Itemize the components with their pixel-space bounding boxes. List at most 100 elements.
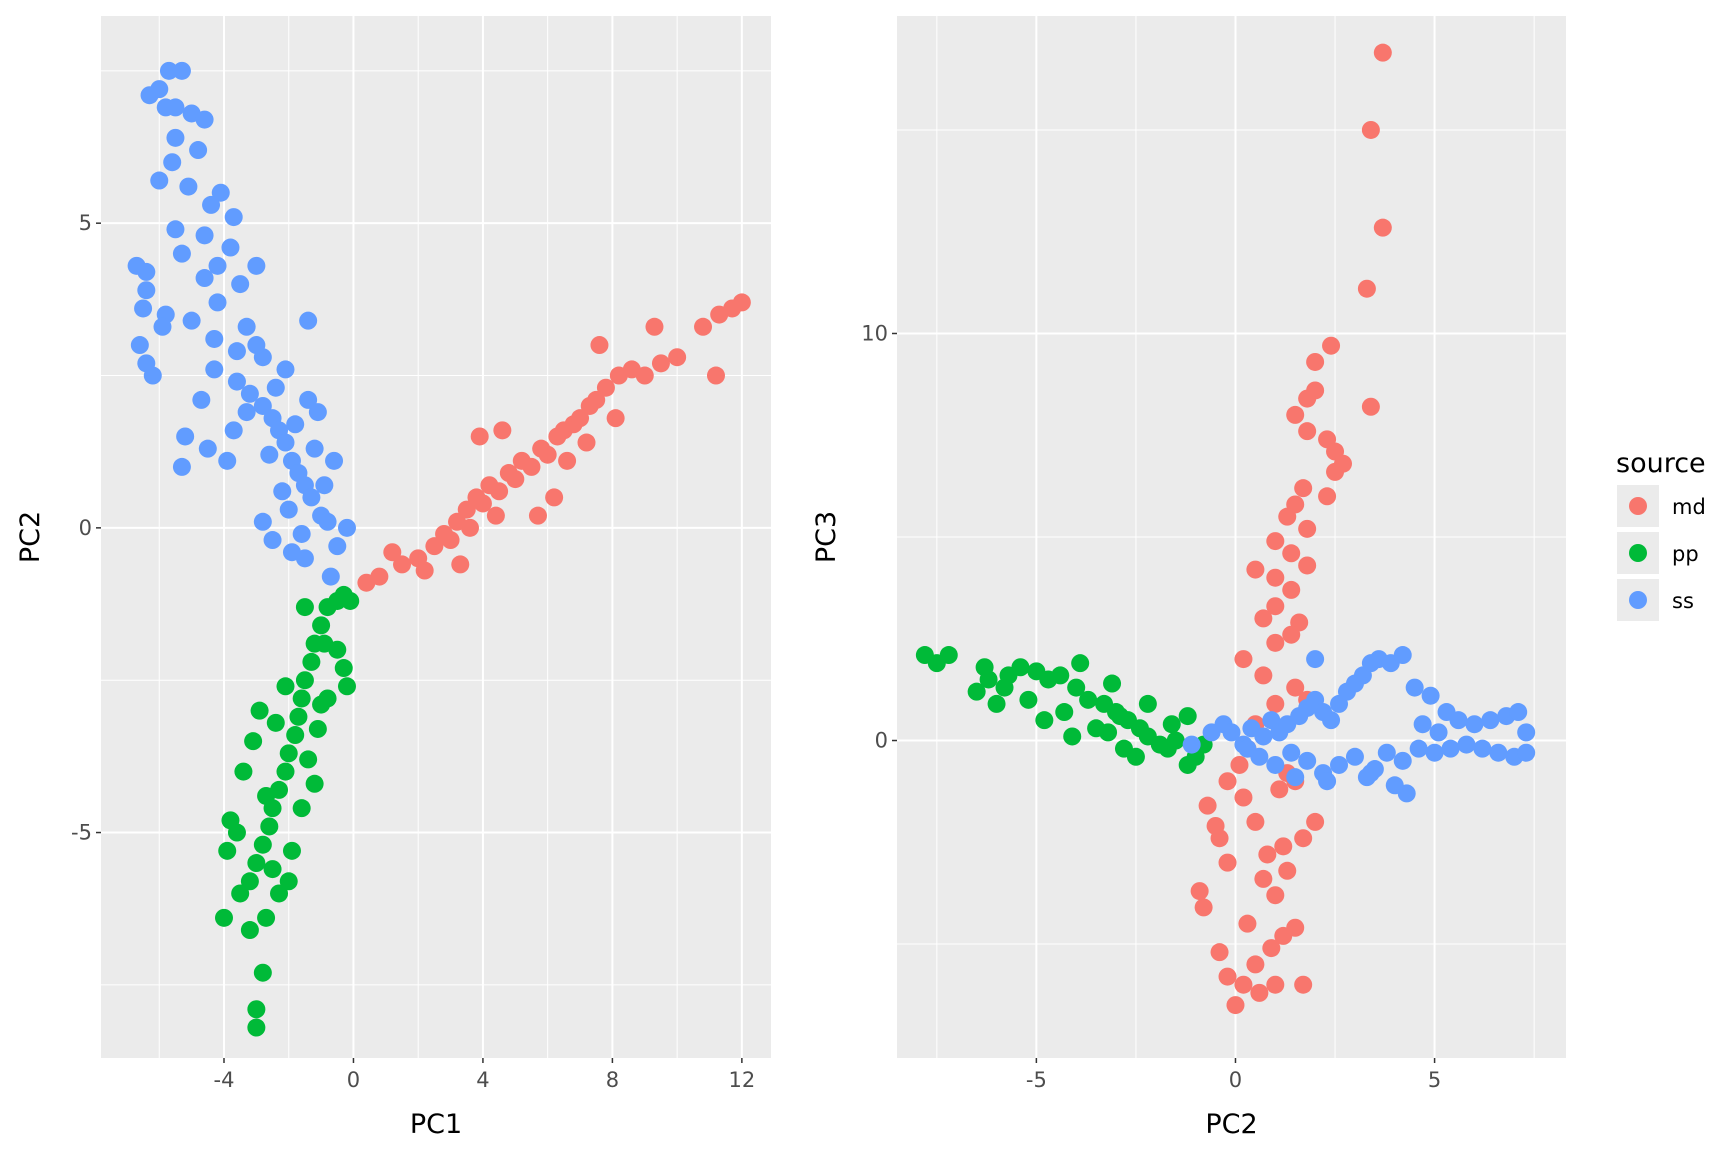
point-ss bbox=[247, 256, 266, 275]
point-pp bbox=[260, 817, 279, 836]
point-md bbox=[571, 409, 590, 428]
point-md bbox=[1206, 816, 1225, 835]
point-md bbox=[1234, 975, 1253, 994]
point-pp bbox=[1035, 711, 1054, 730]
point-ss bbox=[1393, 646, 1412, 665]
point-ss bbox=[1222, 723, 1241, 742]
point-pp bbox=[308, 719, 327, 738]
point-ss bbox=[182, 311, 201, 330]
legend-label-md: md bbox=[1672, 495, 1706, 519]
point-pp bbox=[341, 591, 360, 610]
y-tick-label: 0 bbox=[79, 516, 92, 540]
point-md bbox=[1254, 609, 1273, 628]
point-pp bbox=[250, 701, 269, 720]
point-md bbox=[1361, 397, 1380, 416]
point-pp bbox=[282, 841, 301, 860]
point-ss bbox=[1254, 727, 1273, 746]
point-md bbox=[528, 506, 547, 525]
point-pp bbox=[1019, 690, 1038, 709]
point-ss bbox=[166, 98, 185, 117]
point-md bbox=[1282, 544, 1301, 563]
point-md bbox=[473, 494, 492, 513]
point-pp bbox=[227, 823, 246, 842]
point-ss bbox=[263, 531, 282, 550]
point-ss bbox=[1489, 743, 1508, 762]
point-ss bbox=[1449, 711, 1468, 730]
point-md bbox=[596, 378, 615, 397]
point-pp bbox=[279, 744, 298, 763]
x-tick-label: -4 bbox=[214, 1068, 235, 1092]
point-ss bbox=[153, 317, 172, 336]
point-ss bbox=[179, 177, 198, 196]
point-pp bbox=[295, 671, 314, 690]
point-ss bbox=[286, 415, 305, 434]
point-md bbox=[486, 506, 505, 525]
point-pp bbox=[1103, 674, 1122, 693]
point-ss bbox=[1509, 703, 1528, 722]
point-pp bbox=[253, 963, 272, 982]
point-pp bbox=[1178, 707, 1197, 726]
point-md bbox=[1258, 845, 1277, 864]
point-md bbox=[590, 336, 609, 355]
point-md bbox=[606, 409, 625, 428]
point-ss bbox=[1409, 739, 1428, 758]
point-ss bbox=[140, 86, 159, 105]
point-md bbox=[1294, 829, 1313, 848]
point-ss bbox=[1429, 723, 1448, 742]
point-md bbox=[425, 537, 444, 556]
x-axis-title: PC2 bbox=[1205, 1109, 1257, 1140]
point-md bbox=[1298, 556, 1317, 575]
point-md bbox=[470, 427, 489, 446]
point-ss bbox=[253, 512, 272, 531]
point-md bbox=[1246, 955, 1265, 974]
point-ss bbox=[224, 208, 243, 227]
point-ss bbox=[198, 439, 217, 458]
point-ss bbox=[130, 336, 149, 355]
y-axis-title: PC3 bbox=[811, 511, 842, 563]
legend-label-ss: ss bbox=[1672, 589, 1694, 613]
legend-marker-pp bbox=[1629, 544, 1647, 562]
point-ss bbox=[231, 275, 250, 294]
point-pp bbox=[234, 762, 253, 781]
point-ss bbox=[224, 421, 243, 440]
scatter-panel-pc1-pc2: -4 0 4 8 12 -5 0 5 PC1 PC2 bbox=[15, 16, 771, 1140]
x-tick-label: 8 bbox=[606, 1068, 619, 1092]
legend-marker-md bbox=[1629, 497, 1647, 515]
point-md bbox=[1210, 943, 1229, 962]
point-pp bbox=[292, 799, 311, 818]
point-ss bbox=[202, 195, 221, 214]
point-ss bbox=[1282, 743, 1301, 762]
point-md bbox=[694, 317, 713, 336]
point-pp bbox=[318, 689, 337, 708]
point-md bbox=[1254, 869, 1273, 888]
point-md bbox=[383, 543, 402, 562]
point-md bbox=[490, 482, 509, 501]
point-md bbox=[522, 457, 541, 476]
point-ss bbox=[211, 183, 230, 202]
point-md bbox=[393, 555, 412, 574]
point-pp bbox=[247, 854, 266, 873]
point-ss bbox=[166, 220, 185, 239]
point-md bbox=[587, 390, 606, 409]
point-md bbox=[1230, 755, 1249, 774]
point-pp bbox=[305, 774, 324, 793]
point-pp bbox=[276, 677, 295, 696]
point-ss bbox=[134, 299, 153, 318]
point-ss bbox=[276, 360, 295, 379]
point-pp bbox=[295, 598, 314, 617]
point-ss bbox=[295, 549, 314, 568]
point-ss bbox=[195, 226, 214, 245]
point-md bbox=[1322, 336, 1341, 355]
point-ss bbox=[205, 329, 224, 348]
point-pp bbox=[1055, 703, 1074, 722]
point-pp bbox=[263, 860, 282, 879]
point-md bbox=[732, 293, 751, 312]
point-ss bbox=[1286, 768, 1305, 787]
point-md bbox=[435, 524, 454, 543]
point-pp bbox=[266, 713, 285, 732]
point-ss bbox=[195, 110, 214, 129]
point-ss bbox=[192, 390, 211, 409]
x-tick-label: -5 bbox=[1026, 1068, 1047, 1092]
point-md bbox=[1274, 837, 1293, 856]
